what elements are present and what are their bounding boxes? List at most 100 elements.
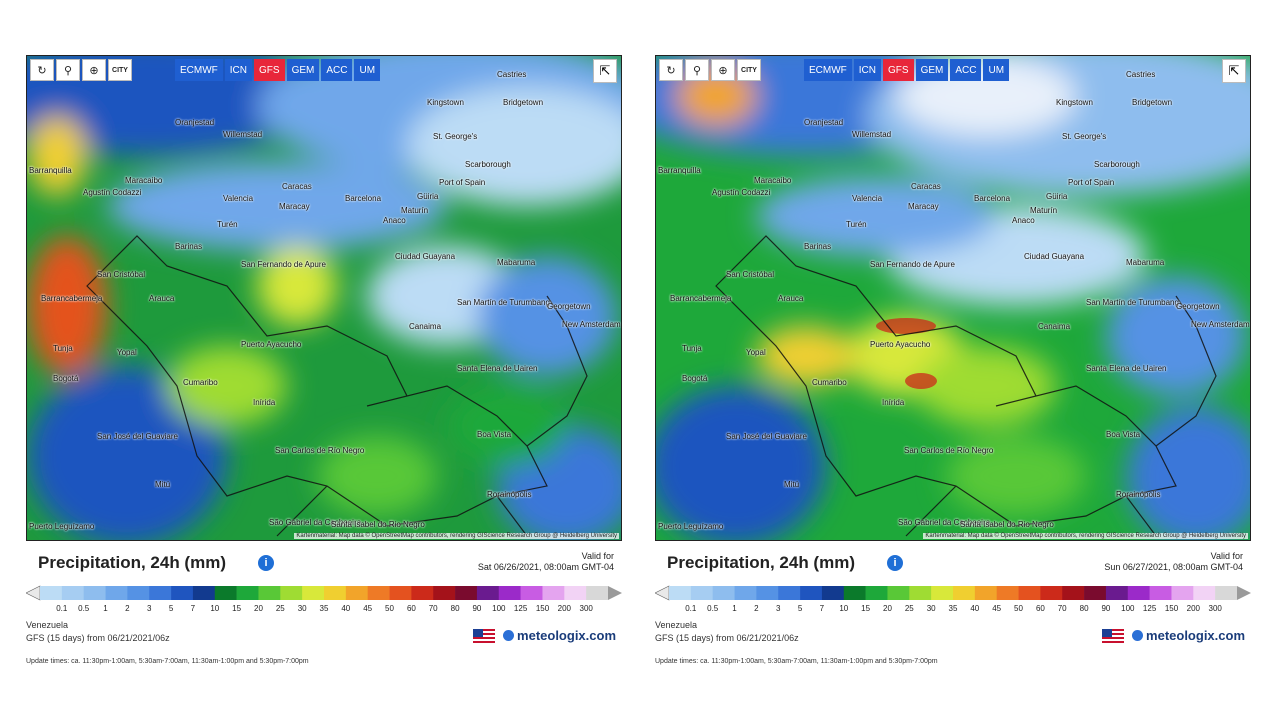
scale-label: 45 [992, 604, 1002, 613]
meteologix-logo-icon [503, 630, 515, 641]
scale-color-swatch [1127, 586, 1150, 600]
city-label: San Fernando de Apure [870, 260, 955, 269]
scale-color-swatch [909, 586, 932, 600]
city-label: Maturín [401, 206, 429, 215]
city-label: Bridgetown [503, 98, 544, 107]
city-label: San José del Guaviare [726, 432, 807, 441]
scale-label: 20 [254, 604, 263, 613]
city-label: Güiria [417, 192, 439, 201]
city-label: Barcelona [974, 194, 1011, 203]
brand-name[interactable]: meteologix.com [1132, 628, 1245, 643]
city-label: San Cristóbal [726, 270, 775, 279]
scale-color-swatch [756, 586, 779, 600]
city-label: Arauca [778, 294, 804, 303]
scale-label: 7 [190, 604, 196, 613]
scale-label: 50 [1014, 604, 1023, 613]
scale-label: 50 [385, 604, 394, 613]
forecast-panel-left: ↻ ⚲ ⊕ CITY ECMWF ICN GFS GEM ACC UM ⇱ Kartenm… [26, 55, 622, 675]
city-label: Güiria [1046, 192, 1068, 201]
city-label: Agustín Codazzi [712, 188, 771, 197]
model-button-um[interactable]: UM [354, 59, 381, 81]
scale-color-swatch [171, 586, 194, 600]
model-run: GFS (15 days) from 06/21/2021/06z [26, 633, 170, 643]
scale-label: 100 [1121, 604, 1135, 613]
us-flag-icon[interactable] [1102, 628, 1125, 643]
city-label: Valencia [223, 194, 254, 203]
scale-label: 200 [1186, 604, 1200, 613]
model-button-um[interactable]: UM [983, 59, 1010, 81]
model-button-icn[interactable]: ICN [853, 59, 882, 81]
scale-max-arrow [1237, 586, 1251, 600]
city-label: Port of Spain [439, 178, 486, 187]
city-label: Agustín Codazzi [83, 188, 142, 197]
scale-label: 30 [926, 604, 936, 613]
city-label: Maturín [1030, 206, 1058, 215]
model-button-icn[interactable]: ICN [224, 59, 253, 81]
map-toolbar: ↻ ⚲ ⊕ CITY [30, 59, 132, 81]
scale-color-swatch [127, 586, 150, 600]
scale-max-arrow [608, 586, 622, 600]
scale-color-swatch [1062, 586, 1085, 600]
city-label: Boa Vista [477, 430, 512, 439]
zoom-icon[interactable]: ⊕ [711, 59, 735, 81]
scale-label: 35 [948, 604, 958, 613]
city-label: Cumaribo [183, 378, 218, 387]
city-label: Maracaibo [125, 176, 163, 185]
scale-label: 70 [1057, 604, 1067, 613]
model-button-ecmwf[interactable]: ECMWF [175, 59, 223, 81]
share-icon[interactable]: ⇱ [593, 59, 617, 83]
scale-label: 45 [363, 604, 373, 613]
city-label: Barranquilla [29, 166, 72, 175]
city-toggle-button[interactable]: CITY [737, 59, 761, 81]
region-name: Venezuela [26, 620, 69, 630]
city-toggle-button[interactable]: CITY [108, 59, 132, 81]
us-flag-icon[interactable] [473, 628, 496, 643]
model-button-gem[interactable]: GEM [915, 59, 949, 81]
reload-icon[interactable]: ↻ [659, 59, 683, 81]
location-pin-icon[interactable]: ⚲ [685, 59, 709, 81]
city-label: Boa Vista [1106, 430, 1141, 439]
city-label: Barinas [175, 242, 203, 251]
model-button-gfs[interactable]: GFS [883, 59, 914, 81]
scale-label: 2 [125, 604, 130, 613]
model-button-gfs[interactable]: GFS [254, 59, 285, 81]
scale-color-swatch [214, 586, 237, 600]
share-icon[interactable]: ⇱ [1222, 59, 1246, 83]
city-label: Mitú [155, 480, 171, 489]
precipitation-map[interactable]: ↻ ⚲ ⊕ CITY ECMWF ICN GFS GEM ACC UM ⇱ Kartenm… [655, 55, 1251, 541]
scale-label: 80 [1079, 604, 1089, 613]
update-times: Update times: ca. 11:30pm-1:00am, 5:30am… [655, 658, 938, 665]
scale-color-swatch [953, 586, 976, 600]
scale-color-swatch [411, 586, 434, 600]
scale-color-swatch [1193, 586, 1216, 600]
brand-name[interactable]: meteologix.com [503, 628, 616, 643]
city-label: Mabaruma [1126, 258, 1165, 267]
brand: meteologix.com [1102, 628, 1245, 643]
model-run: GFS (15 days) from 06/21/2021/06z [655, 633, 799, 643]
model-button-acc[interactable]: ACC [950, 59, 982, 81]
model-button-ecmwf[interactable]: ECMWF [804, 59, 852, 81]
model-button-acc[interactable]: ACC [321, 59, 353, 81]
location-pin-icon[interactable]: ⚲ [56, 59, 80, 81]
reload-icon[interactable]: ↻ [30, 59, 54, 81]
scale-label: 60 [1035, 604, 1045, 613]
zoom-icon[interactable]: ⊕ [82, 59, 106, 81]
info-icon[interactable]: i [258, 555, 274, 571]
city-label: Oranjestad [804, 118, 844, 127]
city-label: Puerto Leguízamo [658, 522, 724, 531]
scale-color-swatch [865, 586, 888, 600]
scale-label: 300 [579, 604, 593, 613]
info-icon[interactable]: i [887, 555, 903, 571]
precipitation-map-image [656, 56, 1250, 540]
meteologix-logo-icon [1132, 630, 1144, 641]
city-label: Canaima [409, 322, 442, 331]
city-label: São Gabriel da Cachoeira [269, 518, 362, 527]
city-label: Kingstown [1056, 98, 1093, 107]
city-label: Cumaribo [812, 378, 847, 387]
valid-for-date: Sat 06/26/2021, 08:00am GMT-04 [477, 562, 614, 572]
city-label: San Carlos de Río Negro [275, 446, 365, 455]
model-button-gem[interactable]: GEM [286, 59, 320, 81]
precipitation-map[interactable]: ↻ ⚲ ⊕ CITY ECMWF ICN GFS GEM ACC UM ⇱ Kartenm… [26, 55, 622, 541]
scale-label: 30 [297, 604, 307, 613]
scale-label: 0.5 [707, 604, 719, 613]
